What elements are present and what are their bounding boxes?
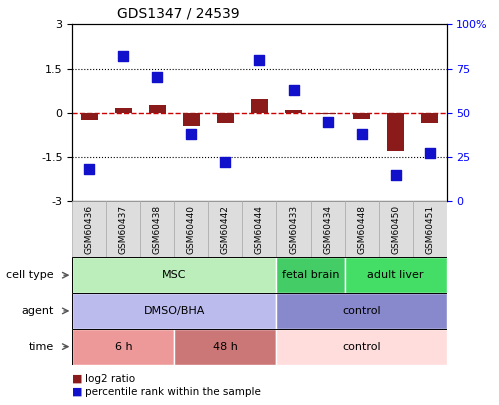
Bar xyxy=(379,201,413,257)
Bar xyxy=(353,113,370,119)
Text: GSM60433: GSM60433 xyxy=(289,205,298,254)
Point xyxy=(119,53,127,60)
Text: adult liver: adult liver xyxy=(367,270,424,280)
Bar xyxy=(81,113,98,120)
Point xyxy=(323,118,331,125)
Bar xyxy=(209,201,243,257)
Point xyxy=(426,150,434,157)
Text: GSM60450: GSM60450 xyxy=(391,205,400,254)
Bar xyxy=(413,201,447,257)
Text: control: control xyxy=(342,306,381,316)
Bar xyxy=(183,113,200,126)
Text: MSC: MSC xyxy=(162,270,187,280)
Text: agent: agent xyxy=(21,306,53,316)
Bar xyxy=(106,201,140,257)
Text: fetal brain: fetal brain xyxy=(282,270,339,280)
Bar xyxy=(115,108,132,113)
Point xyxy=(289,87,297,93)
Text: 48 h: 48 h xyxy=(213,342,238,352)
Text: GSM60442: GSM60442 xyxy=(221,205,230,254)
Bar xyxy=(251,100,268,113)
Text: GSM60434: GSM60434 xyxy=(323,205,332,254)
Bar xyxy=(310,201,344,257)
Bar xyxy=(72,201,106,257)
Bar xyxy=(72,257,276,293)
Point xyxy=(85,166,93,173)
Text: percentile rank within the sample: percentile rank within the sample xyxy=(85,387,260,396)
Bar xyxy=(276,329,447,364)
Bar xyxy=(175,329,276,364)
Text: GSM60444: GSM60444 xyxy=(255,205,264,254)
Text: DMSO/BHA: DMSO/BHA xyxy=(144,306,205,316)
Bar xyxy=(319,113,336,114)
Text: GSM60448: GSM60448 xyxy=(357,205,366,254)
Point xyxy=(153,74,161,81)
Bar xyxy=(276,201,310,257)
Point xyxy=(188,131,196,137)
Text: control: control xyxy=(342,342,381,352)
Point xyxy=(222,159,230,166)
Point xyxy=(392,171,400,178)
Bar xyxy=(344,201,379,257)
Text: GSM60437: GSM60437 xyxy=(119,205,128,254)
Bar xyxy=(140,201,175,257)
Bar xyxy=(285,111,302,113)
Text: log2 ratio: log2 ratio xyxy=(85,374,135,384)
Text: cell type: cell type xyxy=(6,270,53,280)
Point xyxy=(358,131,366,137)
Bar xyxy=(217,113,234,123)
Text: ■: ■ xyxy=(72,374,83,384)
Bar xyxy=(72,293,276,329)
Bar xyxy=(387,113,404,151)
Text: GSM60451: GSM60451 xyxy=(425,205,434,254)
Point xyxy=(255,56,263,63)
Text: GSM60440: GSM60440 xyxy=(187,205,196,254)
Text: GSM60438: GSM60438 xyxy=(153,205,162,254)
Bar xyxy=(175,201,209,257)
Bar xyxy=(149,105,166,113)
Text: GSM60436: GSM60436 xyxy=(85,205,94,254)
Bar xyxy=(276,293,447,329)
Bar xyxy=(243,201,276,257)
Text: GDS1347 / 24539: GDS1347 / 24539 xyxy=(117,6,240,20)
Bar xyxy=(276,257,344,293)
Bar xyxy=(72,329,175,364)
Bar xyxy=(421,113,438,123)
Text: time: time xyxy=(28,342,53,352)
Text: ■: ■ xyxy=(72,387,83,396)
Bar xyxy=(344,257,447,293)
Text: 6 h: 6 h xyxy=(115,342,132,352)
